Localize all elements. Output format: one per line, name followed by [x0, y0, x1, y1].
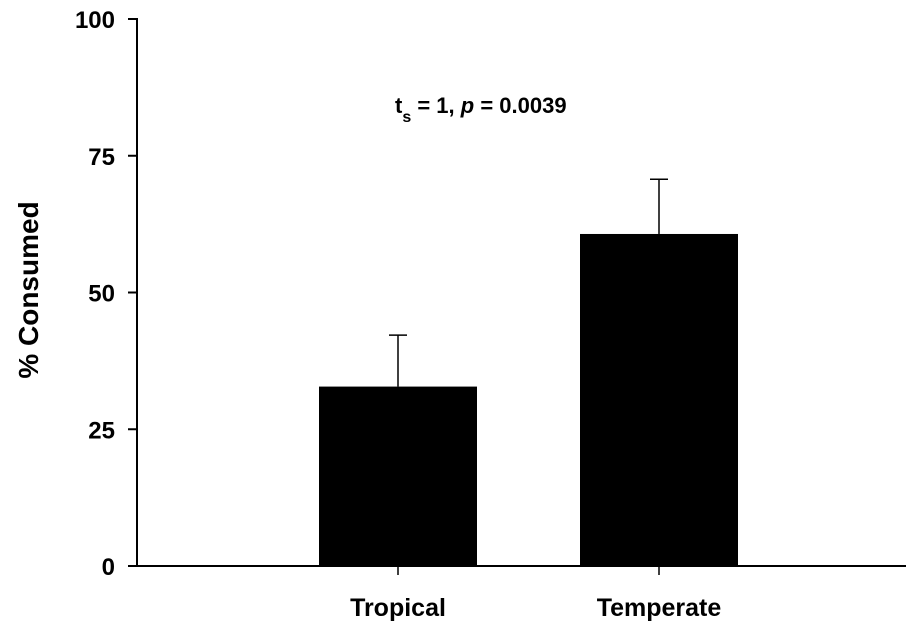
stat-subscript: s — [402, 109, 411, 126]
stat-equals-2: = 0.0039 — [474, 93, 566, 118]
bar-tropical — [319, 386, 477, 566]
y-tick-label: 0 — [102, 554, 115, 581]
bars-layer — [319, 233, 738, 566]
y-ticks-layer: 0 25 50 75 100 — [75, 7, 137, 581]
error-bars-layer — [389, 178, 668, 387]
y-tick-label: 25 — [88, 417, 115, 444]
x-ticks-layer: Tropical Temperate — [350, 566, 721, 622]
y-tick-label: 50 — [88, 281, 115, 308]
y-axis-title: % Consumed — [13, 201, 44, 378]
error-bar-temperate — [650, 178, 668, 234]
x-category-label-temperate: Temperate — [597, 594, 722, 622]
stat-p: p — [460, 93, 474, 118]
y-tick-label: 100 — [75, 7, 115, 34]
bar-temperate — [580, 233, 738, 566]
x-category-label-tropical: Tropical — [350, 594, 446, 622]
stat-t: t — [395, 93, 403, 118]
stat-equals-1: = 1, — [411, 93, 461, 118]
stat-annotation: ts = 1, p = 0.0039 — [395, 93, 567, 126]
y-tick-label: 75 — [88, 144, 115, 171]
error-bar-tropical — [389, 334, 407, 387]
